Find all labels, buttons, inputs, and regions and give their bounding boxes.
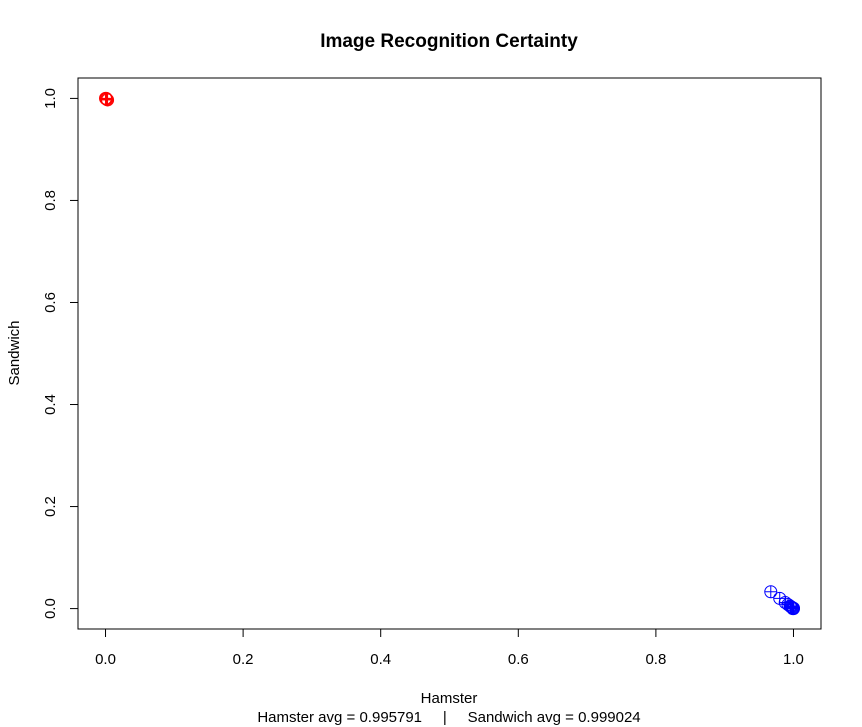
- x-tick-label: 1.0: [783, 651, 804, 668]
- y-tick-label: 0.2: [42, 496, 59, 517]
- x-axis: 0.0 0.2 0.4 0.6 0.8 1.0: [95, 628, 804, 668]
- chart-title: Image Recognition Certainty: [320, 31, 578, 52]
- data-points: [99, 91, 800, 616]
- data-point: [764, 585, 778, 599]
- x-tick-label: 0.2: [233, 651, 254, 668]
- x-tick-label: 0.4: [370, 651, 391, 668]
- y-tick-label: 1.0: [42, 88, 59, 109]
- x-axis-label: Hamster: [421, 690, 478, 707]
- chart-subtitle: Hamster avg = 0.995791 | Sandwich avg = …: [257, 709, 640, 726]
- x-tick-label: 0.8: [645, 651, 666, 668]
- y-axis: 0.0 0.2 0.4 0.6 0.8 1.0: [42, 88, 79, 619]
- x-tick-label: 0.6: [508, 651, 529, 668]
- x-tick-label: 0.0: [95, 651, 116, 668]
- y-tick-label: 0.0: [42, 598, 59, 619]
- data-point: [786, 601, 800, 615]
- plot-frame: [77, 77, 822, 630]
- data-point: [101, 93, 115, 107]
- y-tick-label: 0.4: [42, 394, 59, 415]
- y-tick-label: 0.6: [42, 292, 59, 313]
- y-tick-label: 0.8: [42, 190, 59, 211]
- y-axis-label: Sandwich: [6, 320, 23, 385]
